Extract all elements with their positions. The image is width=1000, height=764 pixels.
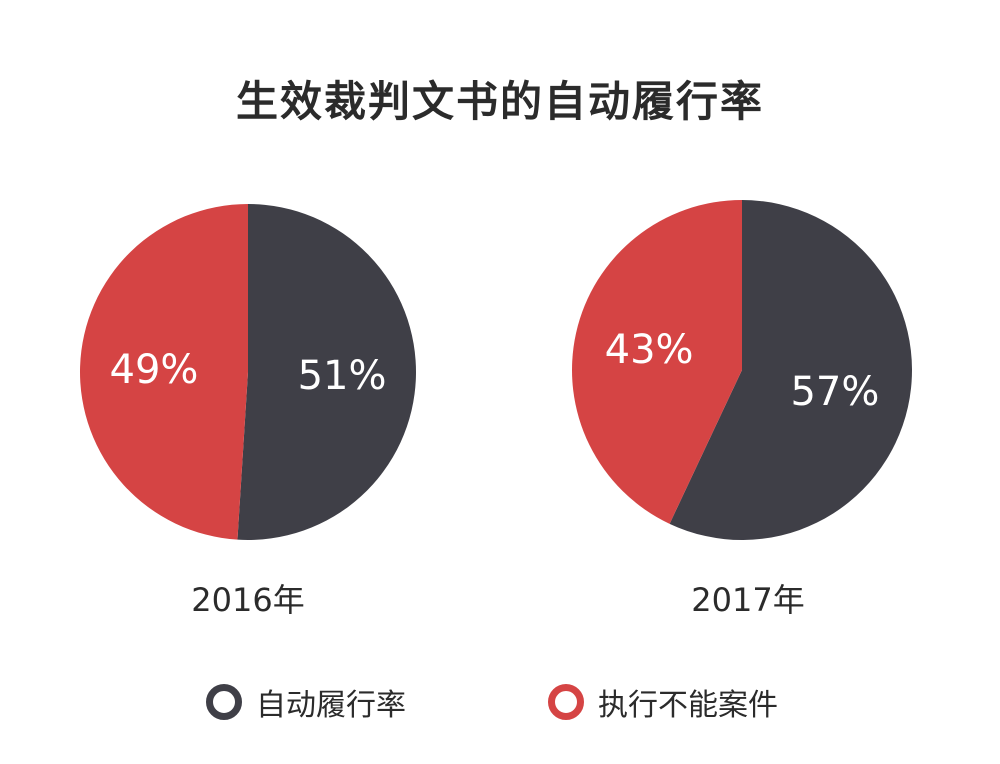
pie-data-label-0-0: 51% (298, 353, 387, 399)
legend-swatch-fail (548, 684, 584, 720)
chart-title: 生效裁判文书的自动履行率 (235, 77, 764, 126)
pie-data-label-1-0: 57% (790, 369, 879, 415)
pie-data-label-0-1: 49% (110, 347, 199, 393)
pie-label-2017: 2017年 (691, 581, 805, 619)
pie-slice-1-1 (571, 200, 742, 524)
pie-slice-0-0 (237, 204, 416, 540)
legend-label-auto: 自动履行率 (256, 688, 406, 723)
legend: 自动履行率 执行不能案件 (0, 680, 1000, 724)
pie-data-label-1-1: 43% (605, 327, 694, 373)
pie-label-2016: 2016年 (191, 581, 305, 619)
pie-slice-0-1 (79, 204, 248, 540)
legend-swatch-auto (206, 684, 242, 720)
pie-slice-1-0 (669, 200, 912, 541)
legend-item-fail: 执行不能案件 (548, 680, 778, 724)
legend-item-auto: 自动履行率 (206, 680, 406, 724)
legend-label-fail: 执行不能案件 (598, 688, 778, 723)
